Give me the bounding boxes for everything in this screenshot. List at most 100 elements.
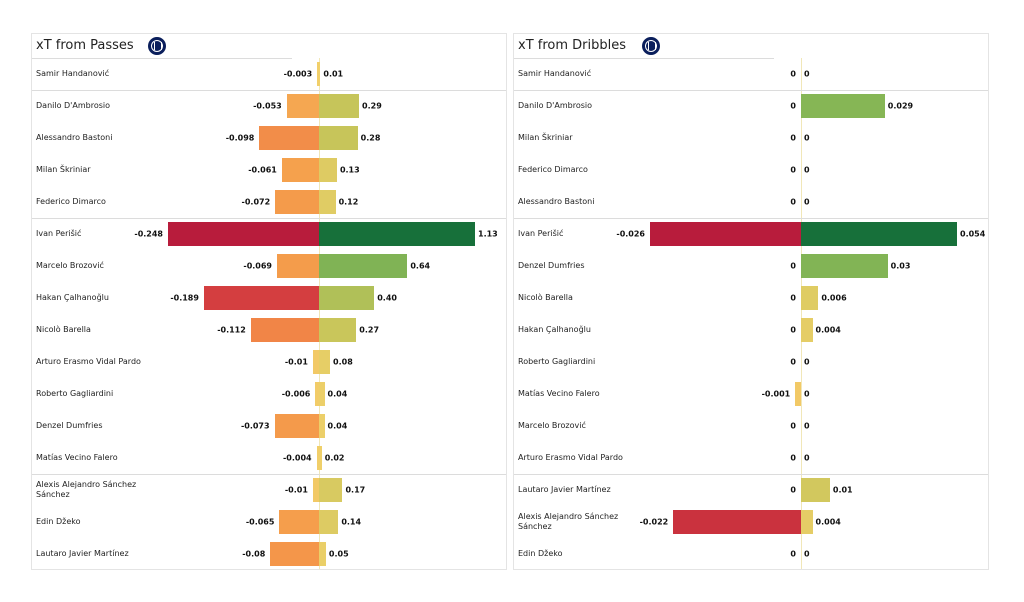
positive-bar <box>319 286 375 310</box>
player-name: Alessandro Bastoni <box>518 197 595 206</box>
negative-value-label: -0.08 <box>242 549 266 559</box>
positive-value-label: 0.006 <box>821 293 847 303</box>
player-name: Roberto Gagliardini <box>518 357 596 366</box>
negative-bar <box>270 542 319 566</box>
chart-row: Denzel Dumfries -0.073 0.04 <box>32 410 506 442</box>
positive-value-label: 0.27 <box>359 325 380 335</box>
negative-bar <box>168 222 319 246</box>
chart-title: xT from Dribbles <box>518 38 627 53</box>
positive-value-label: 0.01 <box>323 69 344 79</box>
negative-value-label: 0 <box>790 197 796 207</box>
player-name: Alessandro Bastoni <box>36 133 113 142</box>
positive-value-label: 0 <box>804 357 810 367</box>
chart-row: Lautaro Javier Martínez 0 0.01 <box>514 474 988 506</box>
negative-bar <box>275 190 319 214</box>
positive-bar <box>319 478 343 502</box>
negative-bar <box>203 286 319 310</box>
group-divider <box>32 218 506 219</box>
negative-value-label: 0 <box>790 485 796 495</box>
positive-bar <box>319 158 337 182</box>
group-divider <box>32 90 506 91</box>
positive-bar <box>801 510 813 534</box>
negative-value-label: -0.022 <box>639 517 669 527</box>
positive-value-label: 0.13 <box>339 165 360 175</box>
positive-value-label: 0.01 <box>832 485 853 495</box>
positive-value-label: 0.029 <box>887 101 914 111</box>
positive-value-label: 0.28 <box>360 133 381 143</box>
positive-value-label: 0 <box>804 421 810 431</box>
positive-bar <box>319 190 336 214</box>
positive-bar <box>319 126 358 150</box>
title-divider <box>514 58 774 59</box>
positive-value-label: 0 <box>804 389 810 399</box>
chart-row: Milan Škriniar 0 0 <box>514 122 988 154</box>
positive-value-label: 0.29 <box>362 101 382 111</box>
group-divider <box>514 90 988 91</box>
positive-value-label: 0 <box>804 133 810 143</box>
chart-row: Edin Džeko 0 0 <box>514 538 988 570</box>
positive-value-label: 0.08 <box>333 357 353 367</box>
player-name: Samir Handanović <box>36 69 110 78</box>
chart-row: Danilo D'Ambrosio -0.053 0.29 <box>32 90 506 122</box>
chart-row: Ivan Perišić -0.026 0.054 <box>514 218 988 250</box>
positive-bar <box>801 254 888 278</box>
negative-bar <box>312 478 319 502</box>
player-name: Denzel Dumfries <box>518 261 585 270</box>
player-name: Federico Dimarco <box>36 197 106 206</box>
player-name: Denzel Dumfries <box>36 421 103 430</box>
positive-bar <box>319 94 360 118</box>
negative-value-label: -0.053 <box>253 101 282 111</box>
positive-bar <box>319 350 331 374</box>
negative-bar <box>317 62 319 86</box>
player-name: Ivan Perišić <box>518 229 564 238</box>
negative-bar <box>281 158 319 182</box>
zero-axis-line <box>319 58 320 569</box>
chart-row: Hakan Çalhanoğlu 0 0.004 <box>514 314 988 346</box>
negative-value-label: 0 <box>790 549 796 559</box>
negative-value-label: 0 <box>790 261 796 271</box>
negative-value-label: -0.004 <box>282 453 312 463</box>
player-name: Hakan Çalhanoğlu <box>518 325 591 334</box>
chart-row: Arturo Erasmo Vidal Pardo -0.01 0.08 <box>32 346 506 378</box>
chart-row: Hakan Çalhanoğlu -0.189 0.40 <box>32 282 506 314</box>
chart-row: Matías Vecino Falero -0.004 0.02 <box>32 442 506 474</box>
negative-value-label: 0 <box>790 133 796 143</box>
player-name: Alexis Alejandro Sánchez Sánchez <box>518 512 619 531</box>
positive-value-label: 0.03 <box>890 261 911 271</box>
negative-value-label: -0.065 <box>245 517 275 527</box>
negative-bar <box>316 446 319 470</box>
player-name: Milan Škriniar <box>36 165 91 174</box>
player-name: Hakan Çalhanoğlu <box>36 293 109 302</box>
chart-row: Roberto Gagliardini 0 0 <box>514 346 988 378</box>
zero-axis-line <box>801 58 802 569</box>
player-name: Matías Vecino Falero <box>518 389 600 398</box>
negative-value-label: -0.069 <box>243 261 272 271</box>
positive-value-label: 0.054 <box>960 229 986 239</box>
positive-bar <box>319 510 339 534</box>
positive-value-label: 0.04 <box>327 421 348 431</box>
player-name: Marcelo Brozović <box>36 261 104 270</box>
chart-row: Lautaro Javier Martínez -0.08 0.05 <box>32 538 506 570</box>
player-name: Samir Handanović <box>518 69 592 78</box>
positive-value-label: 0 <box>804 165 810 175</box>
title-divider <box>32 58 292 59</box>
negative-bar <box>276 254 319 278</box>
positive-bar <box>319 542 326 566</box>
positive-value-label: 0 <box>804 453 810 463</box>
negative-bar <box>650 222 801 246</box>
positive-bar <box>319 254 408 278</box>
positive-value-label: 0.17 <box>345 485 366 495</box>
positive-bar <box>801 286 819 310</box>
passes-chart-panel: xT from Passes Samir Handanović -0.003 0.0… <box>31 33 507 570</box>
positive-bar <box>801 222 957 246</box>
positive-value-label: 0.02 <box>324 453 345 463</box>
positive-bar <box>319 414 325 438</box>
player-name: Lautaro Javier Martínez <box>518 485 611 494</box>
negative-value-label: -0.01 <box>284 485 308 495</box>
negative-value-label: -0.01 <box>284 357 308 367</box>
chart-row: Alessandro Bastoni 0 0 <box>514 186 988 218</box>
positive-value-label: 0.004 <box>815 517 841 527</box>
positive-value-label: 0.14 <box>341 517 362 527</box>
chart-row: Ivan Perišić -0.248 1.13 <box>32 218 506 250</box>
club-crest-icon <box>148 37 166 55</box>
